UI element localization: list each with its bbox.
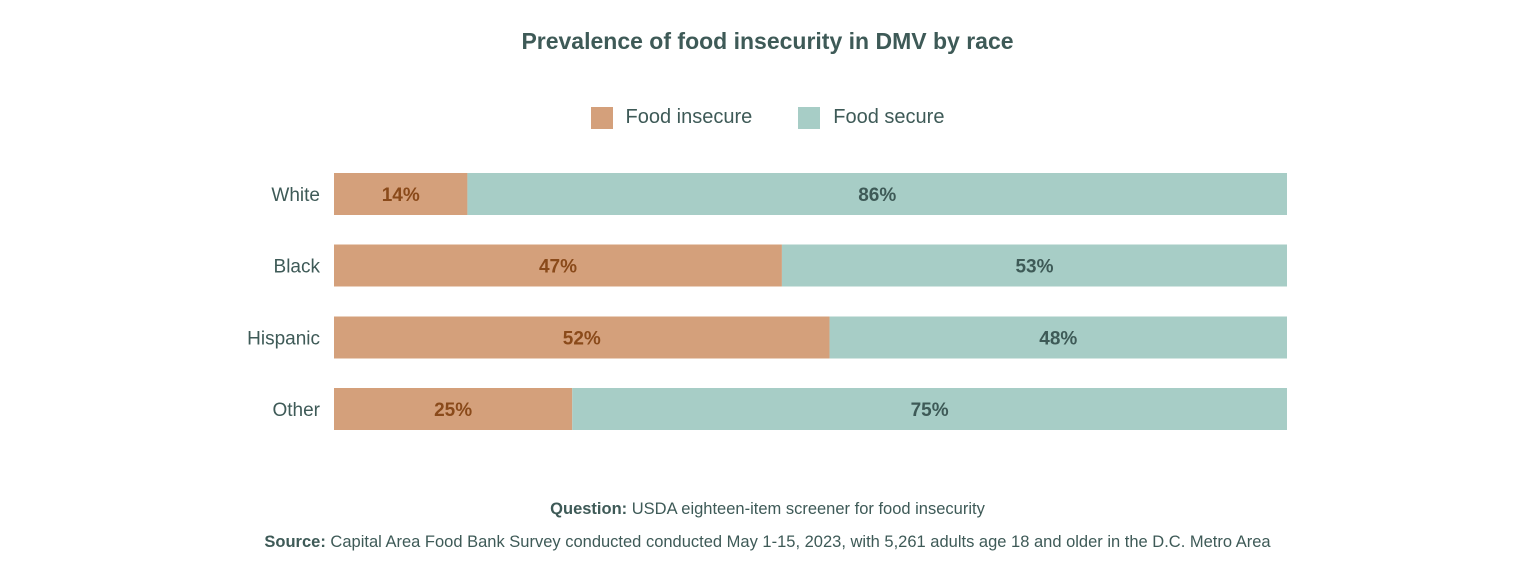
category-label: Hispanic	[247, 329, 320, 350]
data-label: 47%	[539, 257, 577, 278]
question-text: USDA eighteen-item screener for food ins…	[631, 500, 985, 518]
category-label: Black	[274, 257, 321, 278]
source-label: Source:	[264, 533, 326, 551]
data-label: 86%	[858, 185, 896, 206]
bar-segment	[467, 173, 1287, 215]
legend-swatch-food-insecure	[590, 106, 613, 129]
legend-item-food-secure: Food secure	[798, 106, 944, 129]
bar-segment	[781, 244, 1287, 287]
chart-title: Prevalence of food insecurity in DMV by …	[521, 28, 1014, 54]
legend-item-food-insecure: Food insecure	[590, 106, 753, 129]
question-label: Question:	[550, 500, 628, 518]
data-label: 25%	[434, 400, 472, 421]
category-label: White	[271, 185, 320, 206]
source-text: Capital Area Food Bank Survey conducted …	[330, 533, 1271, 551]
data-label: 53%	[1015, 257, 1053, 278]
legend: Food insecure Food secure	[0, 106, 1535, 129]
data-label: 14%	[382, 185, 420, 206]
data-label: 75%	[911, 400, 949, 421]
bar-segment	[334, 388, 573, 430]
legend-label: Food insecure	[625, 106, 753, 128]
bar-segment	[572, 388, 1287, 430]
category-label: Other	[272, 400, 320, 421]
legend-label: Food secure	[833, 106, 945, 128]
bar-segment	[829, 316, 1287, 359]
bar-segment	[334, 173, 468, 215]
footnote-question: Question: USDA eighteen-item screener fo…	[0, 500, 1535, 519]
legend-swatch-food-secure	[798, 106, 821, 129]
data-label: 48%	[1039, 329, 1077, 350]
data-label: 52%	[563, 329, 601, 350]
bar-segment	[334, 244, 782, 287]
footnote-source: Source: Capital Area Food Bank Survey co…	[0, 533, 1535, 552]
bar-segment	[334, 316, 830, 359]
